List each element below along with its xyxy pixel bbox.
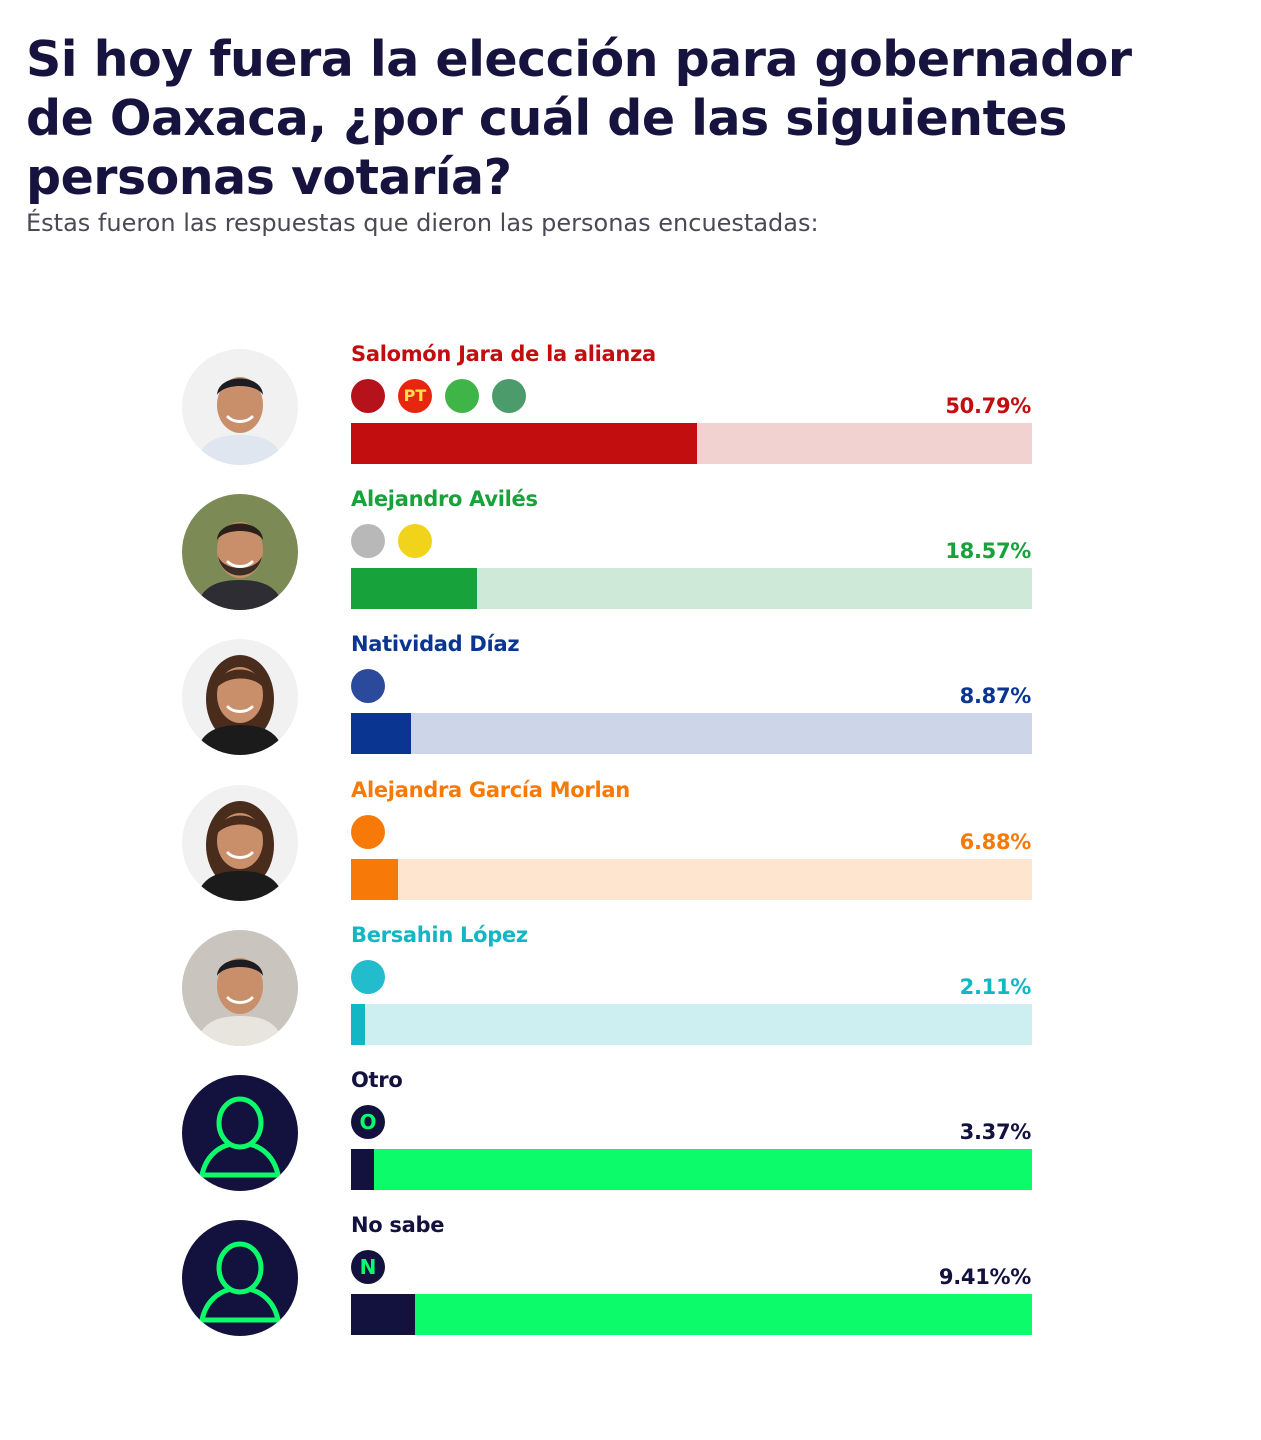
- bar: [351, 713, 412, 755]
- bar-category-label: Salomón Jara de la alianza: [351, 342, 656, 366]
- bar-row: Natividad Díaz 8.87%: [0, 632, 1261, 784]
- photo-man-glasses-icon: [182, 929, 298, 1046]
- chart-title: Si hoy fuera la elección para gobernador…: [26, 31, 1132, 206]
- bar-value-label: 2.11%: [959, 974, 1032, 999]
- letter-o-icon: O: [351, 1105, 385, 1139]
- morena-logo-icon: [351, 379, 385, 413]
- bar-row: Alejandro Avilés 18.57%: [0, 487, 1261, 639]
- bar: [351, 423, 697, 464]
- bar-category-label: Otro: [351, 1068, 403, 1092]
- bar: [351, 1149, 374, 1190]
- bar-row: Bersahin López 2.11%: [0, 923, 1261, 1075]
- bar-row: Alejandra García Morlan 6.88%: [0, 778, 1261, 930]
- bar-value-label: 3.37%: [959, 1120, 1032, 1144]
- letter-n-icon: N: [351, 1250, 385, 1285]
- bar-value-label: 6.88%: [959, 829, 1032, 854]
- bar-value-label: 18.57%: [945, 539, 1031, 564]
- pvem-logo-icon: [445, 379, 479, 413]
- pri-logo-icon: [351, 524, 385, 559]
- bar-category-label: Bersahin López: [351, 922, 528, 947]
- bar-row: No sabe N 9.41%%: [0, 1213, 1261, 1365]
- prd-logo-icon: [398, 524, 432, 559]
- bar-track: [351, 858, 1032, 900]
- movimiento-ciudadano-logo-icon: [351, 814, 385, 849]
- bar: [351, 1294, 416, 1336]
- bar-track: [351, 1294, 1032, 1336]
- bar-value-label: 8.87%: [959, 684, 1032, 709]
- bar: [351, 1003, 366, 1045]
- photo-woman-dark-hair-icon: [182, 784, 298, 901]
- pt-logo-icon: PT: [398, 379, 432, 413]
- nueva-alianza-logo-icon: [492, 379, 526, 413]
- bar-value-label: 9.41%%: [938, 1265, 1031, 1290]
- user-silhouette-icon: [182, 1220, 298, 1337]
- photo-man-beard-icon: [182, 494, 298, 611]
- bar-category-label: Natividad Díaz: [351, 632, 520, 657]
- bar: [351, 568, 478, 610]
- chart-subtitle: Éstas fueron las respuestas que dieron l…: [26, 209, 819, 237]
- bar-track: [351, 423, 1032, 464]
- bar-track: [351, 713, 1032, 755]
- pan-logo-icon: [351, 669, 385, 704]
- photo-woman-icon: [182, 639, 298, 756]
- bar-track: [351, 1003, 1032, 1045]
- bar-category-label: Alejandra García Morlan: [351, 777, 630, 802]
- photo-man-icon: [182, 349, 298, 465]
- bar-row: Salomón Jara de la alianza PT 50.79%: [0, 342, 1261, 494]
- bar-category-label: No sabe: [351, 1213, 445, 1238]
- bar-category-label: Alejandro Avilés: [351, 487, 538, 512]
- bar-track: [351, 568, 1032, 610]
- bar-row: Otro O 3.37%: [0, 1068, 1261, 1220]
- user-silhouette-icon: [182, 1075, 298, 1191]
- bar-track: [351, 1149, 1032, 1190]
- bar: [351, 858, 398, 900]
- nueva-alianza-oaxaca-logo-icon: [351, 959, 385, 994]
- bar-value-label: 50.79%: [945, 394, 1031, 418]
